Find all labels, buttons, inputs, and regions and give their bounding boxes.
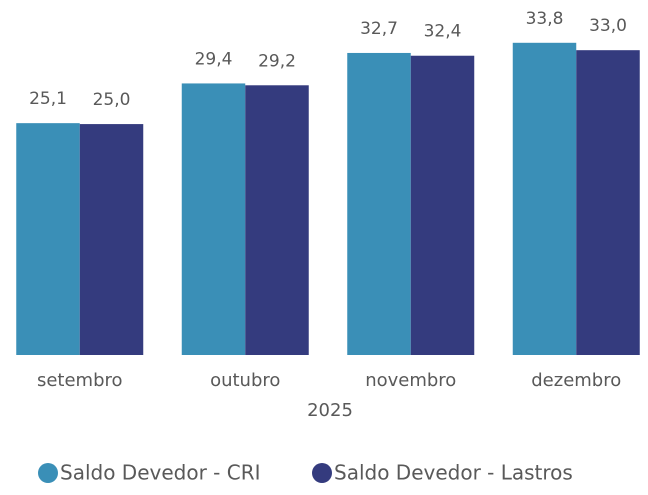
x-tick-label: setembro bbox=[37, 370, 123, 391]
x-tick-label: novembro bbox=[365, 370, 456, 391]
value-label: 29,2 bbox=[258, 51, 296, 71]
value-label: 32,4 bbox=[424, 22, 462, 42]
x-axis-label: 2025 bbox=[307, 400, 353, 421]
value-label: 25,0 bbox=[93, 90, 131, 110]
bar bbox=[576, 50, 640, 356]
value-label: 32,7 bbox=[360, 19, 398, 39]
value-label: 29,4 bbox=[195, 49, 233, 69]
bar bbox=[16, 123, 80, 355]
legend-label: Saldo Devedor - CRI bbox=[60, 461, 261, 485]
legend-label: Saldo Devedor - Lastros bbox=[334, 461, 573, 485]
bar bbox=[181, 83, 246, 356]
value-label: 25,1 bbox=[29, 89, 67, 109]
legend-marker bbox=[38, 463, 58, 483]
bar bbox=[79, 124, 144, 355]
value-label: 33,8 bbox=[526, 9, 564, 29]
legend-marker bbox=[312, 463, 332, 483]
value-label: 33,0 bbox=[589, 16, 627, 36]
bar bbox=[347, 52, 411, 355]
bar bbox=[245, 85, 309, 355]
x-tick-label: dezembro bbox=[531, 370, 621, 391]
bar bbox=[512, 42, 577, 355]
bar bbox=[410, 55, 475, 355]
x-tick-label: outubro bbox=[210, 370, 280, 391]
